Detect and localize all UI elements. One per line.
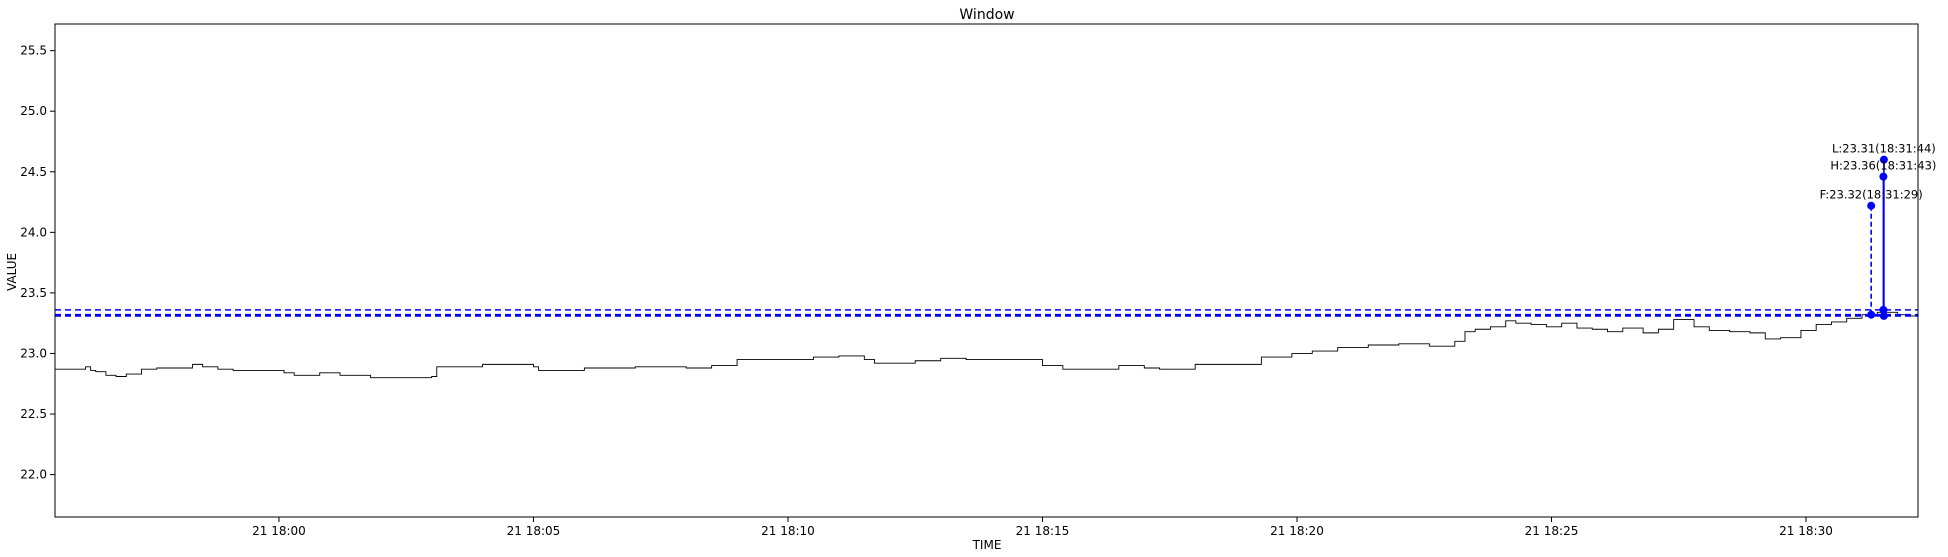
marker-dot-high-2: [1879, 155, 1888, 164]
x-tick-label: 21 18:00: [252, 524, 306, 538]
y-axis-label: VALUE: [5, 253, 19, 291]
x-axis-label: TIME: [972, 538, 1002, 552]
marker-dot-low-0: [1867, 310, 1876, 319]
x-tick-label: 21 18:05: [507, 524, 561, 538]
marker-label-2: L:23.31(18:31:44): [1832, 142, 1936, 156]
x-tick-label: 21 18:30: [1779, 524, 1833, 538]
x-tick-label: 21 18:25: [1525, 524, 1579, 538]
axes: 22.0 22.5 23.0 23.5 24.0 24.5 25.0 25.5 21 18:00…: [20, 23, 1919, 538]
y-tick-label: 22.0: [20, 468, 47, 482]
marker-dot-low-2: [1879, 311, 1888, 320]
y-tick-label: 22.5: [20, 407, 47, 421]
y-tick-label: 24.5: [20, 165, 47, 179]
marker-dot-high-0: [1867, 201, 1876, 210]
marker-label-0: F:23.32(18:31:29): [1820, 188, 1923, 202]
y-tick-label: 23.0: [20, 346, 47, 360]
data-layer: [55, 155, 1918, 379]
y-tick-label: 23.5: [20, 286, 47, 300]
marker-label-1: H:23.36(18:31:43): [1830, 159, 1936, 173]
chart-title: Window: [959, 7, 1014, 23]
x-tick-label: 21 18:15: [1016, 524, 1070, 538]
x-tick-label: 21 18:10: [761, 524, 815, 538]
y-tick-label: 25.0: [20, 104, 47, 118]
y-tick-label: 25.5: [20, 44, 47, 58]
series-line-0: [55, 311, 1918, 379]
x-tick-label: 21 18:20: [1270, 524, 1324, 538]
y-tick-label: 24.0: [20, 225, 47, 239]
plot-area: F:23.32(18:31:29) H:23.36(18:31:43) L:23.3…: [55, 142, 1936, 379]
plot-frame: [54, 23, 1919, 518]
